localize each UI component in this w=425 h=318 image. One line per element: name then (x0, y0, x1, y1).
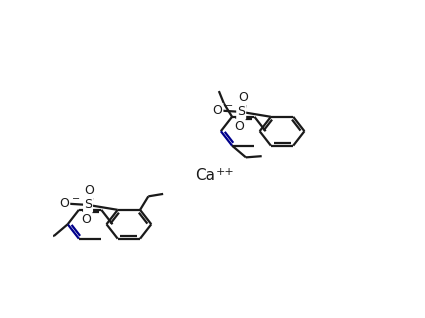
Text: −: − (71, 194, 80, 204)
Text: ++: ++ (216, 167, 235, 176)
Text: S: S (237, 105, 245, 118)
Text: O: O (212, 104, 222, 117)
Text: O: O (235, 120, 244, 133)
Text: O: O (60, 197, 69, 210)
Text: S: S (84, 198, 92, 211)
Text: O: O (85, 184, 95, 197)
Text: Ca: Ca (195, 168, 215, 183)
Text: O: O (238, 91, 248, 104)
Text: O: O (82, 213, 91, 226)
Text: −: − (225, 101, 233, 111)
